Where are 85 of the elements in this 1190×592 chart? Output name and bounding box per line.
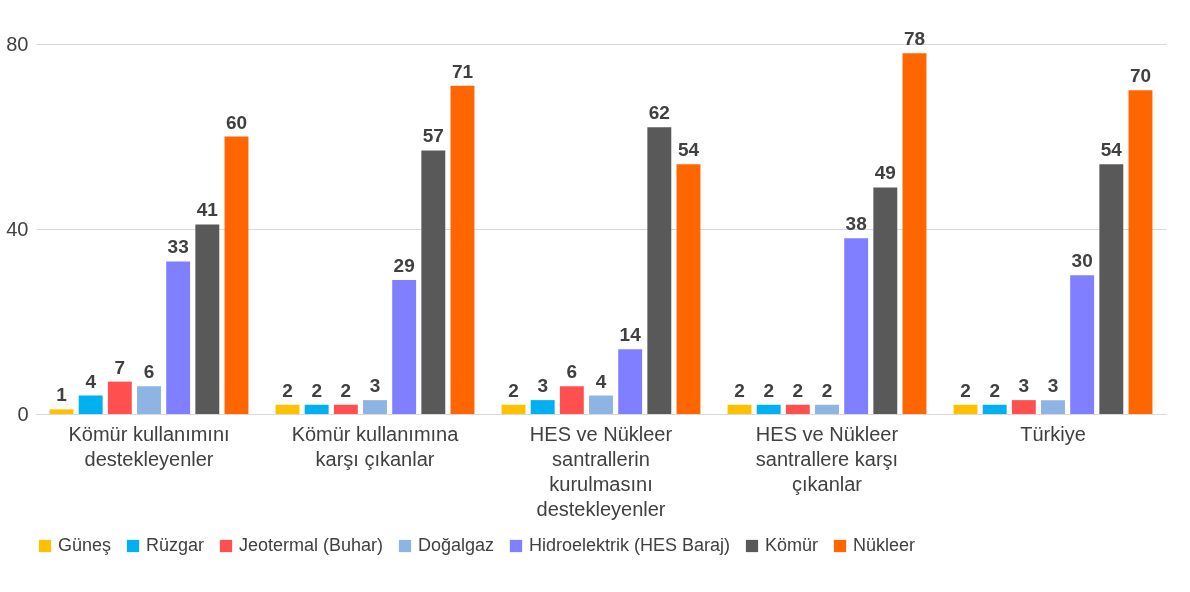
y-tick-label: 0 (17, 402, 29, 425)
bar (676, 164, 701, 414)
legend-label: Güneş (58, 535, 112, 555)
data-label: 71 (451, 60, 474, 82)
bar (166, 261, 191, 414)
bar (785, 404, 810, 414)
bar (333, 404, 358, 414)
bar (815, 404, 839, 414)
data-label: 4 (595, 370, 607, 392)
data-label: 3 (1047, 375, 1059, 397)
data-label: 2 (821, 379, 833, 401)
data-label: 57 (422, 125, 444, 147)
data-label: 2 (508, 379, 519, 401)
bar (1011, 400, 1036, 414)
data-label: 49 (874, 162, 896, 184)
data-label: 6 (566, 361, 578, 383)
bar (530, 400, 555, 414)
bar (1128, 90, 1153, 414)
bar (49, 409, 74, 414)
bar (953, 404, 978, 414)
data-label: 30 (1071, 250, 1093, 272)
bar (275, 404, 300, 414)
bar (844, 238, 869, 414)
data-label: 38 (845, 213, 867, 235)
bar (107, 381, 132, 414)
bar (873, 187, 898, 414)
bar (902, 53, 927, 414)
legend-label: Jeotermal (Buhar) (239, 535, 384, 555)
data-label: 7 (114, 356, 126, 378)
y-tick-label: 40 (6, 217, 29, 240)
data-label: 4 (85, 370, 97, 392)
data-label: 62 (648, 102, 670, 124)
bar (982, 404, 1007, 414)
data-label: 2 (282, 379, 293, 401)
bar (501, 404, 526, 414)
data-label: 2 (311, 379, 322, 401)
bar (589, 395, 613, 414)
bar (756, 404, 781, 414)
legend-label: Hidroelektrik (HES Baraj) (529, 535, 731, 555)
bar (1099, 164, 1124, 414)
data-label: 2 (340, 379, 352, 401)
bar (1070, 275, 1095, 414)
data-label: 60 (225, 111, 248, 133)
legend-label: Rüzgar (146, 535, 205, 555)
data-label: 3 (537, 375, 548, 397)
bar (195, 224, 220, 414)
y-tick-label: 80 (6, 32, 29, 55)
data-label: 14 (619, 324, 642, 346)
bar (224, 136, 249, 414)
bar (727, 404, 752, 414)
bar (421, 150, 446, 414)
bar (137, 386, 161, 414)
data-label: 78 (903, 28, 926, 50)
data-label: 2 (734, 379, 745, 401)
legend-label: Doğalgaz (418, 535, 495, 555)
data-label: 70 (1129, 65, 1152, 87)
data-label: 54 (1100, 139, 1123, 161)
x-tick-label: HES ve Nükleer santrallere karşı çıkanlar (755, 422, 899, 495)
data-label: 29 (393, 254, 415, 276)
bar (618, 349, 643, 414)
data-label: 2 (960, 379, 971, 401)
bar (559, 386, 584, 414)
data-label: 2 (792, 379, 804, 401)
legend-label: Kömür (765, 535, 819, 555)
bar (304, 404, 329, 414)
bar (647, 127, 672, 414)
data-label: 6 (143, 361, 155, 383)
x-tick-label: Kömür kullanımını destekleyenler (68, 422, 230, 470)
x-tick-label: Türkiye (1020, 422, 1086, 445)
x-tick-label: Kömür kullanımına karşı çıkanlar (291, 422, 460, 470)
data-label: 33 (167, 236, 189, 258)
data-label: 2 (989, 379, 1000, 401)
bar (450, 85, 475, 414)
data-label: 54 (677, 139, 700, 161)
data-label: 3 (369, 375, 381, 397)
bar (363, 400, 387, 414)
x-tick-label: HES ve Nükleer santrallerin kurulmasını destekleyenler (529, 422, 673, 520)
data-label: 3 (1018, 375, 1030, 397)
data-label: 1 (56, 384, 68, 406)
bar (392, 279, 417, 414)
bar (1041, 400, 1065, 414)
bar (78, 395, 103, 414)
data-label: 41 (196, 199, 219, 221)
data-label: 2 (763, 379, 774, 401)
legend-label: Nükleer (853, 535, 916, 555)
